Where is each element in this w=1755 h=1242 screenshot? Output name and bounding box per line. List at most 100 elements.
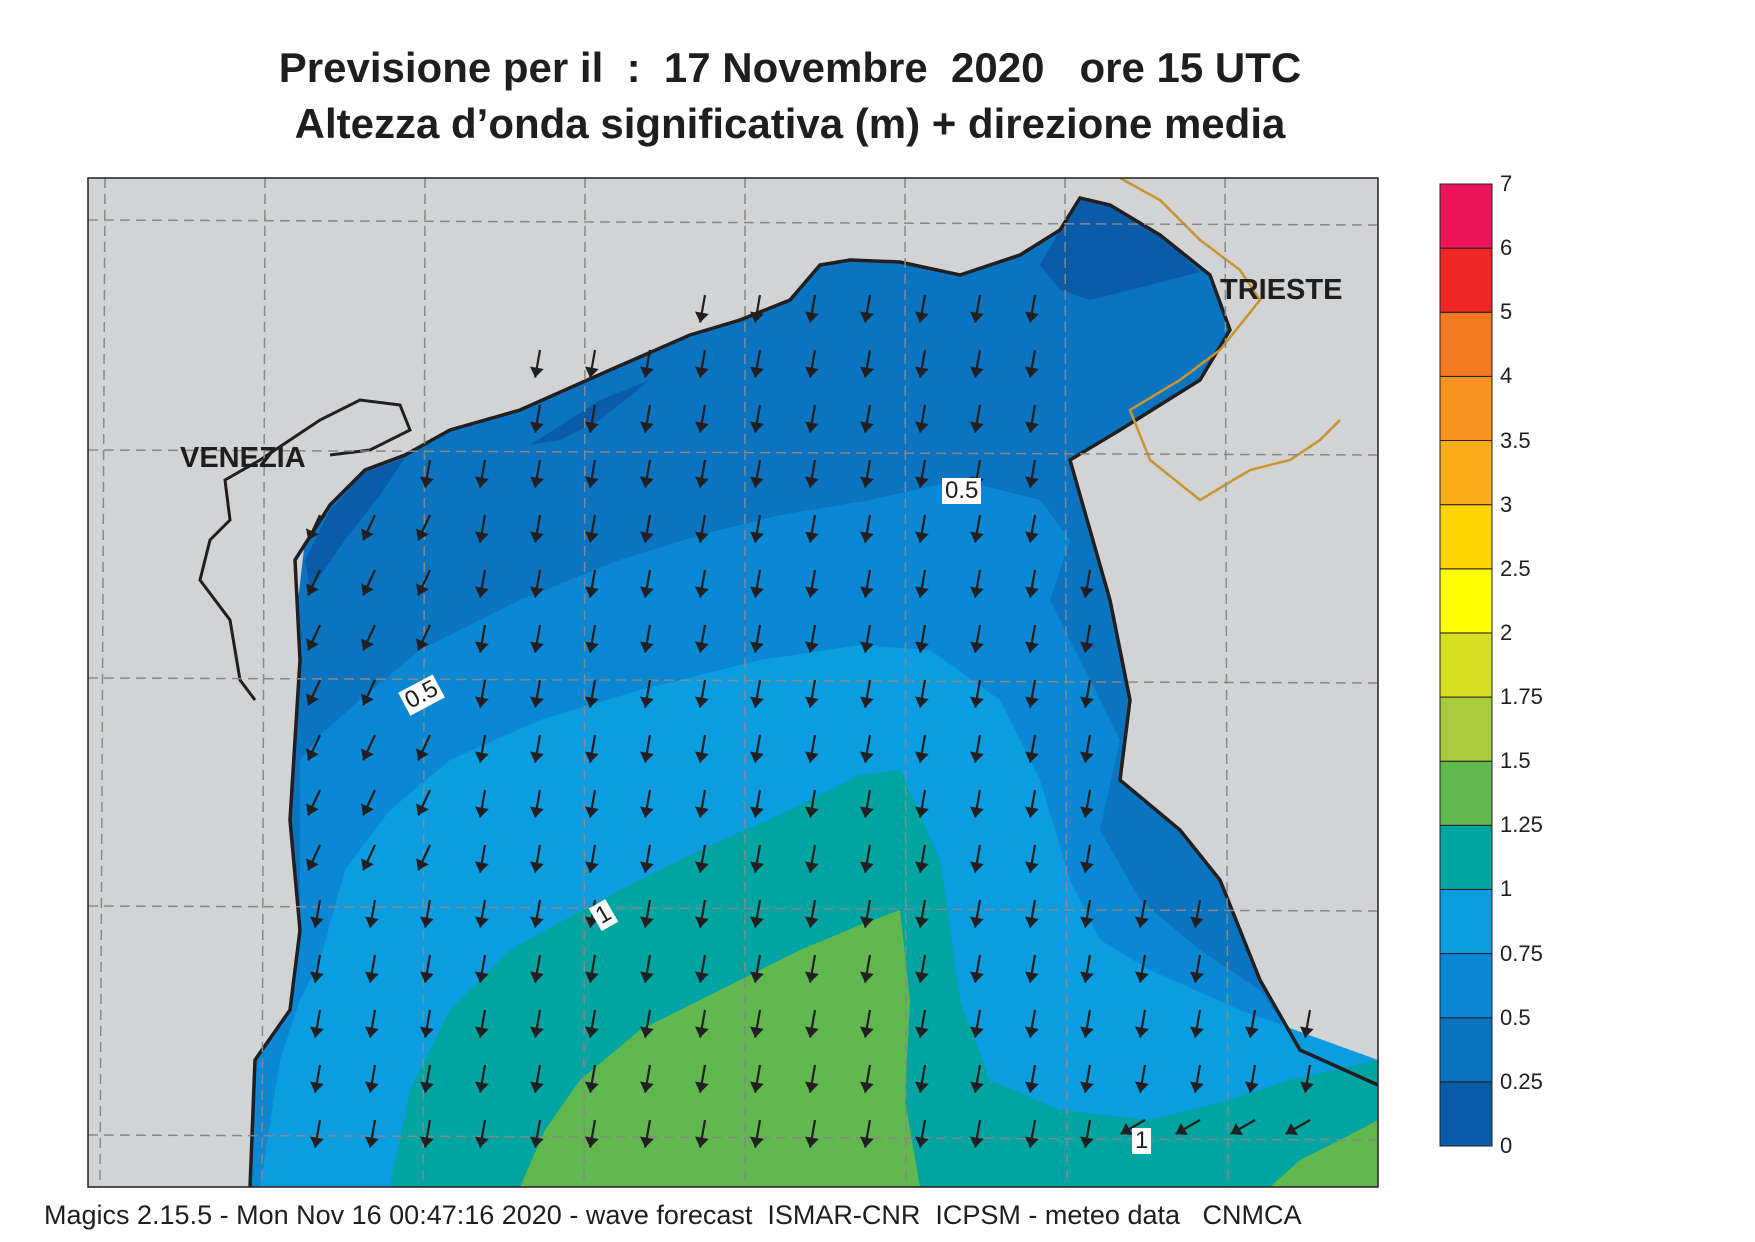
legend-tick-label: 1.75 (1500, 684, 1543, 710)
legend-swatch (1439, 375, 1493, 442)
wave-direction-arrowhead (529, 1136, 544, 1148)
legend-swatch (1439, 1017, 1493, 1083)
wave-direction-arrowhead (1024, 861, 1039, 873)
wave-direction-arrowhead (1134, 916, 1149, 928)
wave-direction-arrowhead (859, 696, 874, 708)
wave-direction-arrowhead (969, 971, 984, 983)
wave-direction-arrowhead (1189, 971, 1204, 983)
wave-direction-arrowhead (1024, 1136, 1039, 1148)
wave-direction-arrowhead (361, 803, 374, 816)
wave-direction-arrowhead (749, 311, 764, 323)
wave-direction-arrowhead (804, 476, 819, 488)
wave-direction-arrowhead (804, 916, 819, 928)
wave-direction-arrowhead (361, 858, 374, 871)
wave-direction-arrowhead (529, 366, 544, 378)
wave-direction-arrowhead (914, 531, 929, 543)
wave-direction-arrowhead (914, 916, 929, 928)
wave-direction-arrowhead (1024, 641, 1039, 653)
wave-direction-arrowhead (1175, 1122, 1188, 1136)
wave-direction-arrowhead (694, 751, 709, 763)
wave-direction-arrowhead (1079, 641, 1094, 653)
wave-direction-arrowhead (1134, 1081, 1149, 1093)
wave-direction-arrowhead (361, 693, 374, 706)
contour-label: 1 (1132, 1128, 1152, 1154)
wave-direction-arrowhead (474, 696, 489, 708)
wave-direction-arrowhead (474, 1136, 489, 1148)
wave-direction-arrowhead (306, 693, 319, 706)
wave-direction-arrowhead (639, 531, 654, 543)
legend-swatch (1439, 183, 1493, 249)
wave-direction-arrowhead (474, 531, 489, 543)
wave-direction-arrowhead (1024, 1026, 1039, 1038)
wave-direction-arrowhead (804, 1026, 819, 1038)
wave-direction-arrowhead (914, 366, 929, 378)
wave-direction-arrowhead (914, 1081, 929, 1093)
wave-direction-arrowhead (584, 531, 599, 543)
wave-direction-arrowhead (639, 861, 654, 873)
wave-direction-arrowhead (1079, 916, 1094, 928)
wave-direction-arrowhead (969, 366, 984, 378)
wave-direction-arrowhead (914, 421, 929, 433)
wave-direction-arrowhead (969, 1136, 984, 1148)
wave-direction-arrowhead (1079, 806, 1094, 818)
wave-direction-arrowhead (361, 528, 374, 541)
wave-direction-arrowhead (694, 366, 709, 378)
wave-direction-arrowhead (361, 638, 374, 651)
legend-swatch (1439, 696, 1493, 762)
wave-direction-arrowhead (694, 861, 709, 873)
wave-direction-arrowhead (859, 1136, 874, 1148)
wave-direction-arrowhead (969, 751, 984, 763)
legend-swatch (1439, 440, 1493, 506)
legend-tick-label: 3 (1500, 491, 1513, 517)
wave-direction-arrowhead (1079, 861, 1094, 873)
wave-direction-arrowhead (419, 1026, 434, 1038)
wave-direction-arrowhead (694, 971, 709, 983)
legend-tick-label: 0.5 (1500, 1004, 1531, 1030)
wave-direction-arrowhead (749, 586, 764, 598)
wave-direction-arrowhead (914, 1136, 929, 1148)
wave-direction-arrowhead (804, 311, 819, 323)
sea-band-0 (305, 458, 405, 590)
wave-direction-arrowhead (694, 641, 709, 653)
wave-direction-arrowhead (306, 638, 319, 651)
venice-lagoon-land (255, 455, 330, 720)
wave-direction-arrowhead (639, 696, 654, 708)
wave-direction-arrowhead (694, 421, 709, 433)
legend-swatch (1439, 504, 1493, 570)
wave-direction-arrowhead (529, 971, 544, 983)
legend-tick-label: 1.25 (1500, 812, 1543, 838)
wave-direction-arrowhead (529, 806, 544, 818)
legend-tick-label: 1.5 (1500, 748, 1531, 774)
wave-direction-arrowhead (1024, 366, 1039, 378)
wave-direction-arrowhead (749, 971, 764, 983)
wave-direction-arrowhead (749, 531, 764, 543)
wave-direction-arrowhead (639, 366, 654, 378)
wave-direction-arrowhead (529, 751, 544, 763)
wave-direction-arrowhead (914, 1026, 929, 1038)
wave-direction-arrowhead (474, 1026, 489, 1038)
wave-direction-arrowhead (969, 916, 984, 928)
wave-direction-arrowhead (474, 751, 489, 763)
wave-direction-arrowhead (474, 476, 489, 488)
wave-direction-arrowhead (914, 641, 929, 653)
wave-direction-arrowhead (859, 366, 874, 378)
wave-direction-arrowhead (639, 1026, 654, 1038)
wave-direction-arrowhead (529, 421, 544, 433)
wave-direction-arrowhead (529, 696, 544, 708)
wave-direction-arrowhead (529, 476, 544, 488)
legend-swatch (1439, 568, 1493, 634)
wave-direction-arrowhead (804, 641, 819, 653)
wave-direction-arrowhead (1024, 916, 1039, 928)
graticule (88, 178, 1378, 1187)
wave-direction-arrowhead (584, 1081, 599, 1093)
coastline (248, 196, 1378, 1187)
city-label-venezia: VENEZIA (180, 442, 306, 474)
wave-direction-arrowhead (306, 528, 319, 541)
wave-direction-arrowhead (529, 641, 544, 653)
wave-direction-arrowhead (584, 421, 599, 433)
wave-direction-arrowhead (804, 1081, 819, 1093)
wave-direction-arrowhead (1079, 1136, 1094, 1148)
wave-direction-arrowhead (804, 531, 819, 543)
wave-direction-arrowhead (914, 751, 929, 763)
wave-direction-arrowhead (914, 476, 929, 488)
